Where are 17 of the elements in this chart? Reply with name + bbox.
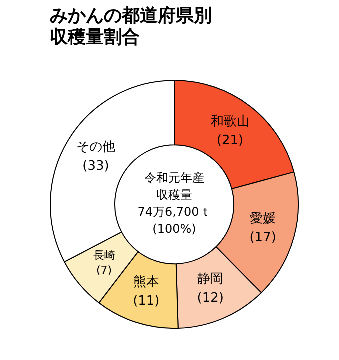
slice-label: 長崎 xyxy=(93,249,116,262)
slice-label: 静岡 xyxy=(198,272,224,287)
slice-label: その他 xyxy=(76,140,116,155)
text: 74万6,700ｔ xyxy=(138,205,212,220)
data-label: (21) xyxy=(216,134,244,149)
data-label: (11) xyxy=(133,294,160,309)
text: (100%) xyxy=(152,222,196,236)
chart-title: みかんの都道府県別収穫量割合 xyxy=(50,5,212,48)
slice-label: 愛媛 xyxy=(250,211,276,226)
data-label: (17) xyxy=(250,230,276,246)
data-label: (12) xyxy=(197,290,224,306)
text: 令和元年産 xyxy=(144,171,204,186)
data-label: (7) xyxy=(96,264,112,278)
slice-label: 熊本 xyxy=(133,274,160,290)
slice-label: 和歌山 xyxy=(210,114,250,130)
text: 収穫量 xyxy=(156,188,192,202)
data-label: (33) xyxy=(82,158,110,174)
